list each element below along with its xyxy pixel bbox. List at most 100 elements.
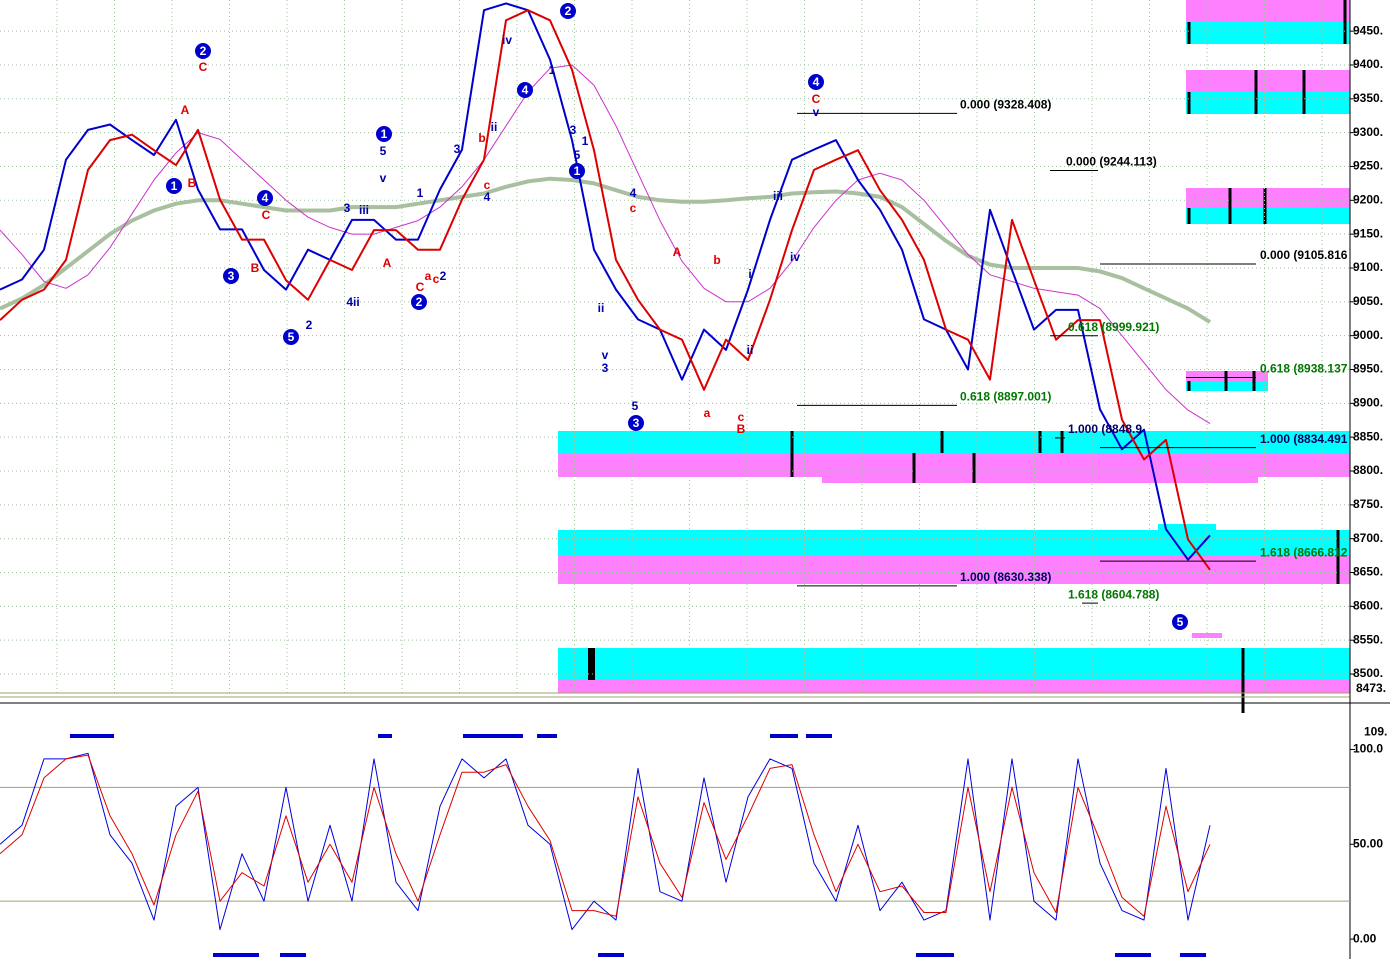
wave-label: v	[602, 348, 609, 362]
y-tick-label: 8800.	[1353, 463, 1383, 477]
y-tick-label: 100.0	[1353, 742, 1383, 756]
wave-label: 4	[813, 75, 820, 89]
signal-bar	[463, 734, 523, 738]
y-tick-label: 8750.	[1353, 497, 1383, 511]
wave-label: 2	[306, 318, 313, 332]
fib-label: 0.618 (8897.001)	[960, 390, 1051, 404]
wave-label: 1	[381, 127, 388, 141]
wave-label: iii	[773, 189, 783, 203]
wave-label: 1	[574, 164, 581, 178]
wave-label: ii	[598, 301, 605, 315]
zone	[558, 680, 1350, 693]
fib-label: 1.000 (8630.338)	[960, 570, 1051, 584]
wave-label: B	[251, 261, 260, 275]
wave-label: 3	[228, 269, 235, 283]
y-tick-label: 9150.	[1353, 226, 1383, 240]
y-tick-label: 8600.	[1353, 599, 1383, 613]
signal-bar	[378, 734, 392, 738]
signal-bar	[280, 953, 306, 957]
wave-label: 3	[454, 142, 461, 156]
wave-label: v	[380, 171, 387, 185]
series-line	[0, 754, 1211, 917]
fib-label: 0.000 (9105.816	[1260, 248, 1348, 262]
signal-bar	[537, 734, 557, 738]
series-line	[0, 2, 1211, 561]
y-tick-label: 9100.	[1353, 260, 1383, 274]
last-value-box	[1351, 682, 1390, 696]
wave-marker	[517, 82, 533, 98]
wave-label: 5	[574, 148, 581, 162]
zone	[558, 530, 1350, 556]
wave-label: 1	[549, 63, 556, 77]
y-tick-label: 8900.	[1353, 396, 1383, 410]
y-tick-label: 8550.	[1353, 632, 1383, 646]
signal-bar	[70, 734, 114, 738]
wave-label: 2	[200, 44, 207, 58]
zone	[1186, 0, 1350, 22]
wave-label: ii	[491, 120, 498, 134]
wave-marker	[223, 268, 239, 284]
wave-label: i	[748, 267, 751, 281]
zone	[1158, 524, 1216, 530]
wave-label: 2	[565, 4, 572, 18]
wave-label: 4ii	[346, 295, 359, 309]
zone	[1186, 92, 1350, 114]
wave-label: b	[478, 131, 485, 145]
wave-label: b	[713, 253, 720, 267]
fib-label: 1.000 (8848.9	[1068, 422, 1142, 436]
wave-marker	[1172, 614, 1188, 630]
y-tick-label: 9000.	[1353, 328, 1383, 342]
zone	[822, 477, 1258, 483]
y-tick-label: 8850.	[1353, 429, 1383, 443]
wave-label: 2	[440, 269, 447, 283]
zone-bars	[790, 0, 1347, 713]
wave-marker	[628, 415, 644, 431]
wave-marker	[560, 3, 576, 19]
wave-label: c	[484, 178, 491, 192]
series-line	[0, 9, 1211, 571]
zones	[0, 0, 1350, 713]
y-tick-label: 9400.	[1353, 57, 1383, 71]
signal-bar	[806, 734, 832, 738]
wave-marker	[283, 329, 299, 345]
wave-label: A	[181, 103, 190, 117]
wave-label: 2	[416, 295, 423, 309]
wave-marker	[166, 178, 182, 194]
fib-label: 1.618 (8604.788)	[1068, 587, 1159, 601]
y-tick-label: 8650.	[1353, 565, 1383, 579]
wave-label: ii	[747, 343, 754, 357]
wave-marker	[257, 190, 273, 206]
wave-label: a	[704, 406, 711, 420]
wave-label: A	[673, 245, 682, 259]
signal-bar	[598, 953, 624, 957]
wave-label: c	[738, 410, 745, 424]
wave-label: iii	[359, 203, 369, 217]
fib-label: 0.618 (8938.137	[1260, 362, 1348, 376]
signal-bar	[1180, 953, 1206, 957]
y-tick-label: 8500.	[1353, 666, 1383, 680]
y-tick-label: 9050.	[1353, 294, 1383, 308]
fib-label: 0.000 (9244.113)	[1066, 155, 1157, 169]
wave-label: 3	[344, 201, 351, 215]
zone	[558, 648, 1350, 680]
zone	[558, 431, 1350, 453]
y-tick-label: 0.00	[1353, 931, 1377, 945]
zone	[558, 453, 1350, 477]
fib-label: 0.618 (8999.921)	[1068, 320, 1159, 334]
last-value-label: 8473.	[1356, 681, 1386, 695]
wave-label: B	[188, 176, 197, 190]
y-tick-label: 9300.	[1353, 125, 1383, 139]
zone	[1186, 208, 1350, 224]
wave-label: v	[813, 105, 820, 119]
y-tick-label: 9200.	[1353, 192, 1383, 206]
fib-label: 0.000 (9328.408)	[960, 98, 1051, 112]
top-value-label: 109.	[1364, 725, 1387, 739]
fib-label: 1.618 (8666.812	[1260, 545, 1348, 559]
wave-label: iv	[502, 33, 512, 47]
wave-marker	[569, 163, 585, 179]
wave-label: A	[383, 256, 392, 270]
wave-label: 4	[262, 191, 269, 205]
y-tick-label: 8950.	[1353, 362, 1383, 376]
